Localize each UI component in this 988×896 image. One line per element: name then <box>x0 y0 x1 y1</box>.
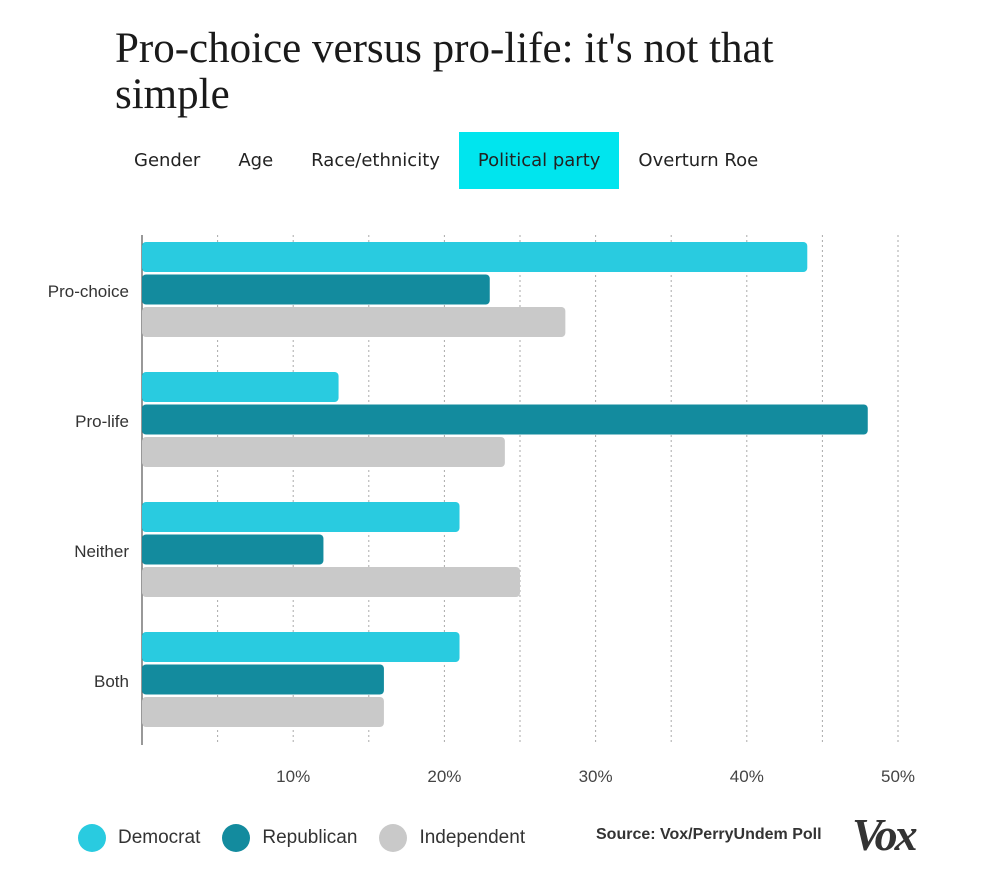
legend-swatch-republican <box>222 824 251 852</box>
tab-political-party[interactable]: Political party <box>458 132 620 189</box>
bar-neither-republican <box>142 534 324 565</box>
bar-pro-life-republican <box>142 404 868 435</box>
category-label-neither: Neither <box>74 542 129 561</box>
legend-label-independent: Independent <box>419 827 526 848</box>
vox-logo: Vox <box>852 809 918 860</box>
x-tick-label-40: 40% <box>730 767 764 786</box>
category-label-pro-choice: Pro-choice <box>48 282 129 301</box>
bar-pro-choice-independent <box>142 307 566 337</box>
bar-pro-life-independent <box>142 437 505 467</box>
legend-item-independent: Independent <box>379 824 525 852</box>
x-tick-label-30: 30% <box>579 767 613 786</box>
tab-gender[interactable]: Gender <box>134 150 201 171</box>
tab-race-ethnicity[interactable]: Race/ethnicity <box>311 150 440 171</box>
bar-pro-life-democrat <box>142 372 339 402</box>
bar-neither-independent <box>142 567 520 597</box>
chart-title: Pro-choice versus pro-life: it's not tha… <box>115 25 774 118</box>
legend-item-democrat: Democrat <box>78 824 200 852</box>
x-tick-label-50: 50% <box>881 767 915 786</box>
legend-item-republican: Republican <box>222 824 357 852</box>
bar-pro-choice-republican <box>142 274 490 305</box>
chart-svg: Pro-choice Pro-life Neither Both 10% 20% 30% 40… <box>48 235 915 786</box>
legend: Democrat Republican Independent <box>78 820 547 856</box>
tab-age[interactable]: Age <box>238 150 274 171</box>
x-tick-label-20: 20% <box>427 767 461 786</box>
source-note: Source: Vox/PerryUndem Poll <box>596 826 822 843</box>
tab-overturn-roe[interactable]: Overturn Roe <box>638 150 759 171</box>
bar-both-independent <box>142 697 384 727</box>
legend-swatch-independent <box>379 824 408 852</box>
bar-neither-democrat <box>142 502 460 532</box>
bar-chart: Pro-choice Pro-life Neither Both 10% 20% 30% 40… <box>0 225 988 800</box>
category-label-both: Both <box>94 672 129 691</box>
legend-label-republican: Republican <box>262 827 358 848</box>
filter-tabs: Gender Age Race/ethnicity Political part… <box>115 132 777 189</box>
category-label-pro-life: Pro-life <box>75 412 129 431</box>
bar-pro-choice-democrat <box>142 242 808 272</box>
legend-label-democrat: Democrat <box>118 827 201 848</box>
bar-both-republican <box>142 664 384 695</box>
x-tick-label-10: 10% <box>276 767 310 786</box>
bar-both-democrat <box>142 632 460 662</box>
legend-swatch-democrat <box>78 824 106 852</box>
